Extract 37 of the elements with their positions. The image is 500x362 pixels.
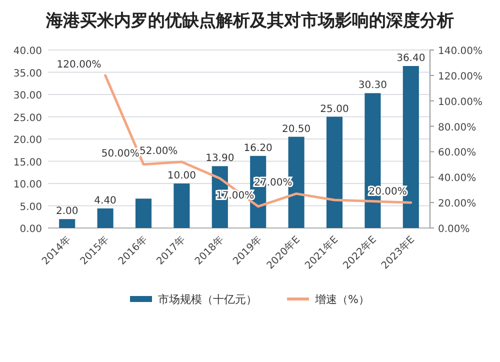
bar <box>97 208 114 228</box>
legend-label: 增速（%） <box>314 293 370 306</box>
data-label: 120.00% <box>56 59 102 70</box>
y-tick-label: 30.00 <box>13 90 42 102</box>
data-label: 25.00 <box>320 104 349 115</box>
data-label: 4.40 <box>94 195 116 206</box>
data-label: 2.00 <box>56 206 78 218</box>
legend-label: 市场规模（十亿元） <box>158 293 257 306</box>
y2-tick-label: 120.00% <box>438 71 482 82</box>
y-tick-label: 5.00 <box>20 202 42 213</box>
bar <box>326 116 343 228</box>
bar <box>59 219 76 228</box>
data-label: 30.30 <box>358 80 388 92</box>
data-label: 20.50 <box>282 124 311 135</box>
y-tick-label: 35.00 <box>13 68 42 80</box>
y2-tick-label: 100.00% <box>438 96 482 108</box>
y-tick-label: 20.00 <box>13 135 42 146</box>
y-tick-label: 25.00 <box>13 112 42 124</box>
bar <box>135 198 152 228</box>
data-label: 16.20 <box>244 142 272 154</box>
data-label: 10.00 <box>167 170 196 182</box>
bar <box>174 184 190 228</box>
data-label: 50.00% <box>101 148 140 160</box>
y2-tick-label: 20.00% <box>438 198 476 210</box>
y2-tick-label: 40.00% <box>438 173 476 184</box>
data-label: 13.90 <box>206 153 234 164</box>
y2-tick-label: 0.00% <box>438 224 470 235</box>
chart-title: 海港买米内罗的优缺点解析及其对市场影响的深度分析 <box>45 11 454 31</box>
data-label: 52.00% <box>140 146 178 157</box>
y2-tick-label: 140.00% <box>438 46 482 57</box>
y-tick-label: 15.00 <box>13 157 42 168</box>
data-label: 36.40 <box>396 53 426 64</box>
y-tick-label: 10.00 <box>13 180 42 190</box>
y2-tick-label: 60.00% <box>438 148 476 159</box>
y-tick-label: 0.00 <box>20 224 42 235</box>
y-tick-label: 40.00 <box>13 46 42 57</box>
y2-tick-label: 80.00% <box>438 122 476 134</box>
